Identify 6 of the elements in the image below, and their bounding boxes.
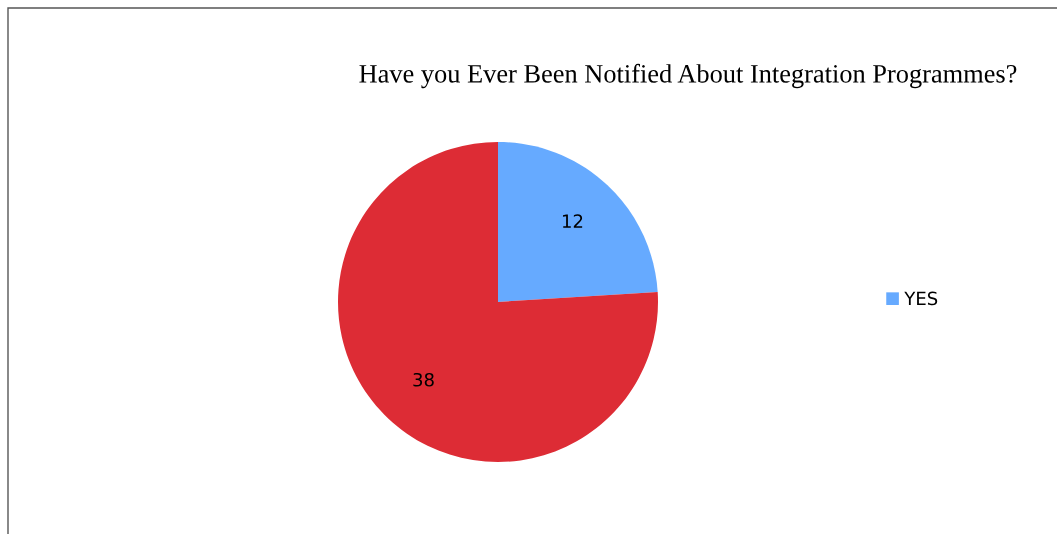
legend-label: YES bbox=[904, 291, 938, 306]
data-label: 12 bbox=[562, 214, 583, 228]
chart-title: Have you Ever Been Notified About Integration Programmes? bbox=[359, 63, 1017, 89]
pie-slice bbox=[338, 142, 658, 462]
data-label: 38 bbox=[413, 372, 434, 387]
pie-slice bbox=[498, 142, 658, 302]
